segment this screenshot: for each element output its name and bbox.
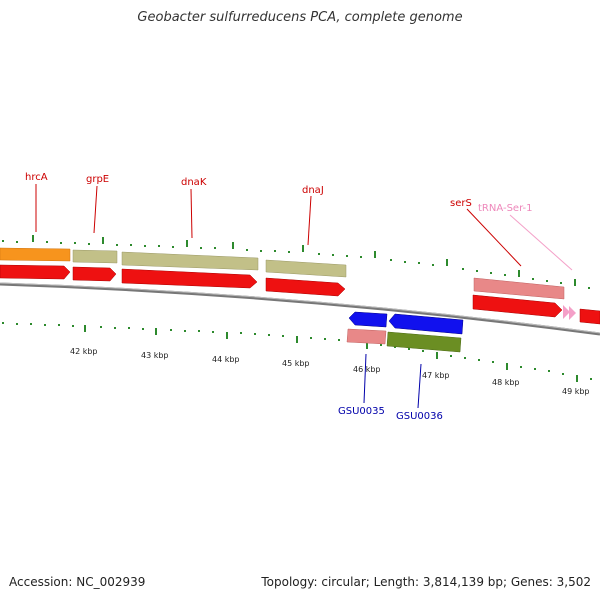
accession-text: Accession: NC_002939 — [9, 575, 146, 589]
bottom-ruler — [2, 322, 592, 382]
tick-label: 45 kbp — [282, 359, 310, 368]
genome-stats-text: Topology: circular; Length: 3,814,139 bp… — [261, 575, 591, 589]
label-leaders — [35, 184, 573, 409]
cds-next-arrow[interactable] — [579, 308, 600, 325]
cds-dnak-arrow[interactable] — [121, 268, 258, 289]
genome-backbone-highlight — [0, 282, 600, 334]
gene-gsu0035-feature[interactable] — [346, 328, 387, 345]
map-title: Geobacter sulfurreducens PCA, complete g… — [137, 10, 463, 25]
cds-dnaj-arrow[interactable] — [265, 277, 346, 297]
gene-hrca-feature[interactable] — [0, 247, 71, 262]
top-ruler — [2, 235, 590, 289]
gene-label-sers[interactable]: serS — [450, 198, 472, 209]
gene-label-hrca[interactable]: hrcA — [25, 172, 48, 183]
gene-gsu0036-feature[interactable] — [386, 331, 462, 353]
tick-label: 49 kbp — [562, 387, 590, 396]
trna-label-ser1[interactable]: tRNA-Ser-1 — [478, 203, 533, 214]
gene-dnaj-feature[interactable] — [265, 259, 347, 278]
genome-backbone — [0, 282, 600, 336]
tick-label: 48 kbp — [492, 378, 520, 387]
gene-grpe-feature[interactable] — [72, 249, 118, 264]
gene-label-dnaj[interactable]: dnaJ — [302, 185, 324, 196]
cds-gsu0035-arrow[interactable] — [348, 311, 388, 328]
cds-hrca-arrow[interactable] — [0, 264, 71, 280]
tick-label: 47 kbp — [422, 371, 450, 380]
trna-ser-arrow[interactable] — [569, 306, 576, 320]
trna-ser-arrow[interactable] — [563, 305, 570, 319]
cds-gsu0036-arrow[interactable] — [388, 313, 464, 335]
gene-label-gsu0035[interactable]: GSU0035 — [338, 406, 385, 417]
cds-grpe-arrow[interactable] — [72, 266, 117, 282]
forward-gene-row — [0, 247, 565, 300]
gene-sers-feature[interactable] — [473, 277, 565, 300]
cds-sers-arrow[interactable] — [472, 294, 563, 318]
gene-label-dnak[interactable]: dnaK — [181, 177, 207, 188]
tick-label: 42 kbp — [70, 347, 98, 356]
tick-label: 44 kbp — [212, 355, 240, 364]
reverse-cds-row — [346, 311, 464, 353]
tick-label: 46 kbp — [353, 365, 381, 374]
gene-dnak-feature[interactable] — [121, 251, 259, 271]
forward-cds-row — [0, 264, 600, 325]
tick-label: 43 kbp — [141, 351, 169, 360]
gene-label-grpe[interactable]: grpE — [86, 174, 109, 185]
gene-label-gsu0036[interactable]: GSU0036 — [396, 411, 443, 422]
